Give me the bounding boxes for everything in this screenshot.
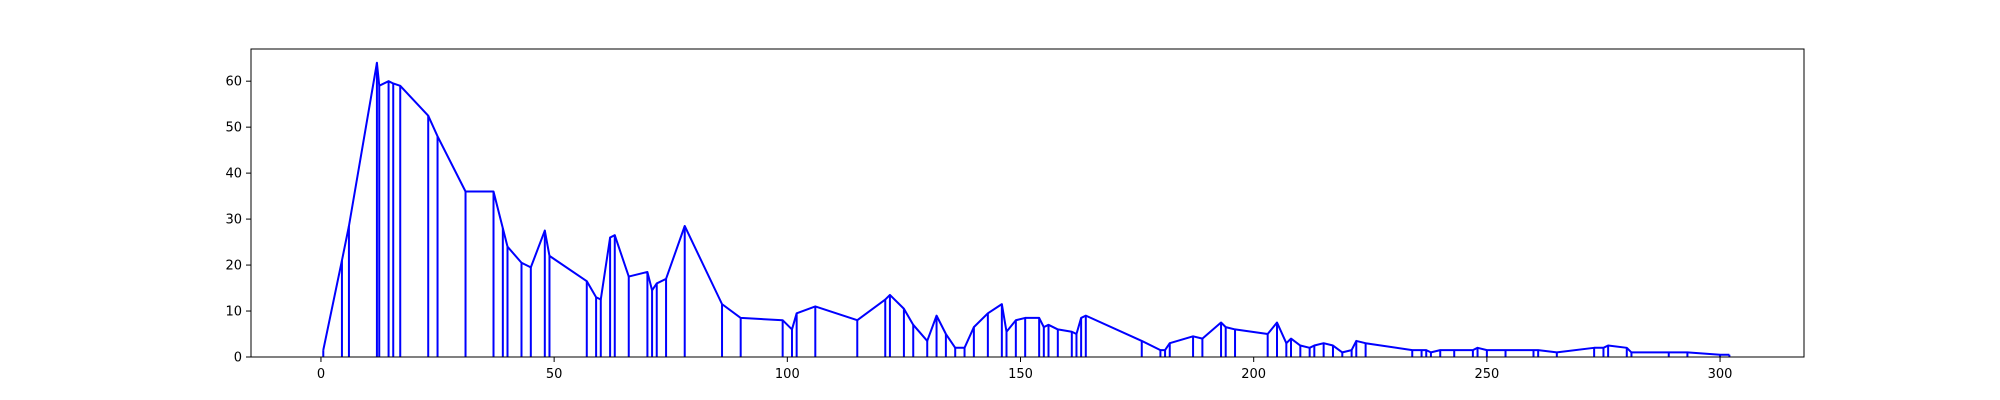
y-tick-label: 30: [225, 213, 242, 228]
y-tick-label: 0: [234, 351, 242, 366]
x-tick-label: 200: [1241, 367, 1266, 382]
x-tick-label: 0: [317, 367, 325, 382]
x-tick-label: 100: [775, 367, 800, 382]
y-axis: 0 10 20 30 40 50 60: [225, 75, 251, 366]
x-tick-label: 50: [546, 367, 563, 382]
series-line: [322, 61, 1730, 356]
y-tick-label: 20: [225, 259, 242, 274]
y-tick-label: 60: [225, 75, 242, 90]
plot-frame: [250, 48, 1805, 358]
y-tick-label: 10: [225, 305, 242, 320]
x-axis: 0 50 100 150 200 250 300: [317, 357, 1733, 382]
x-tick-label: 300: [1708, 367, 1733, 382]
x-tick-label: 150: [1008, 367, 1033, 382]
y-tick-label: 40: [225, 167, 242, 182]
stems-layer: [322, 62, 1731, 357]
y-tick-label: 50: [225, 121, 242, 136]
line-layer: [322, 61, 1730, 356]
x-tick-label: 250: [1474, 367, 1499, 382]
